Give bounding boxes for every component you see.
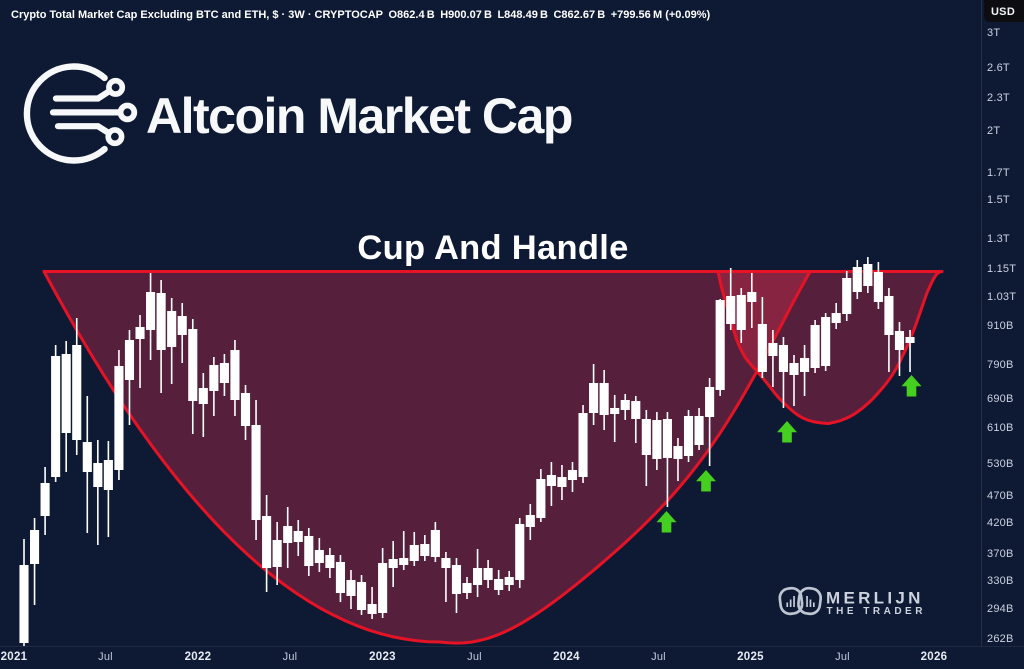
svg-text:262B: 262B xyxy=(987,633,1014,645)
svg-text:Jul: Jul xyxy=(98,651,113,663)
svg-text:2022: 2022 xyxy=(185,651,212,663)
svg-text:2.6T: 2.6T xyxy=(987,62,1010,74)
svg-text:330B: 330B xyxy=(987,575,1014,587)
svg-text:910B: 910B xyxy=(987,320,1014,332)
svg-text:610B: 610B xyxy=(987,422,1014,434)
svg-text:Crypto Total Market Cap Exclud: Crypto Total Market Cap Excluding BTC an… xyxy=(11,9,710,21)
svg-text:Jul: Jul xyxy=(835,651,850,663)
svg-text:1.7T: 1.7T xyxy=(987,167,1010,179)
svg-text:370B: 370B xyxy=(987,548,1014,560)
svg-text:294B: 294B xyxy=(987,603,1014,615)
svg-text:3T: 3T xyxy=(987,27,1000,39)
svg-text:790B: 790B xyxy=(987,359,1014,371)
svg-text:420B: 420B xyxy=(987,517,1014,529)
svg-text:2T: 2T xyxy=(987,125,1000,137)
svg-text:2025: 2025 xyxy=(737,651,764,663)
svg-text:2026: 2026 xyxy=(921,651,948,663)
svg-text:2021: 2021 xyxy=(1,651,28,663)
svg-text:470B: 470B xyxy=(987,490,1014,502)
svg-text:1.03T: 1.03T xyxy=(987,291,1016,303)
svg-text:MERLIJN: MERLIJN xyxy=(826,589,924,608)
svg-text:THE TRADER: THE TRADER xyxy=(827,606,926,617)
svg-text:2.3T: 2.3T xyxy=(987,92,1010,104)
svg-text:Altcoin Market Cap: Altcoin Market Cap xyxy=(146,88,572,144)
svg-text:USD: USD xyxy=(991,6,1015,18)
svg-text:1.15T: 1.15T xyxy=(987,263,1016,275)
svg-text:Jul: Jul xyxy=(651,651,666,663)
svg-text:690B: 690B xyxy=(987,393,1014,405)
svg-text:Jul: Jul xyxy=(283,651,298,663)
svg-text:1.5T: 1.5T xyxy=(987,194,1010,206)
svg-text:Jul: Jul xyxy=(467,651,482,663)
svg-text:Cup And Handle: Cup And Handle xyxy=(357,229,628,267)
svg-text:530B: 530B xyxy=(987,458,1014,470)
svg-text:2023: 2023 xyxy=(369,651,396,663)
svg-text:2024: 2024 xyxy=(553,651,580,663)
svg-text:1.3T: 1.3T xyxy=(987,233,1010,245)
